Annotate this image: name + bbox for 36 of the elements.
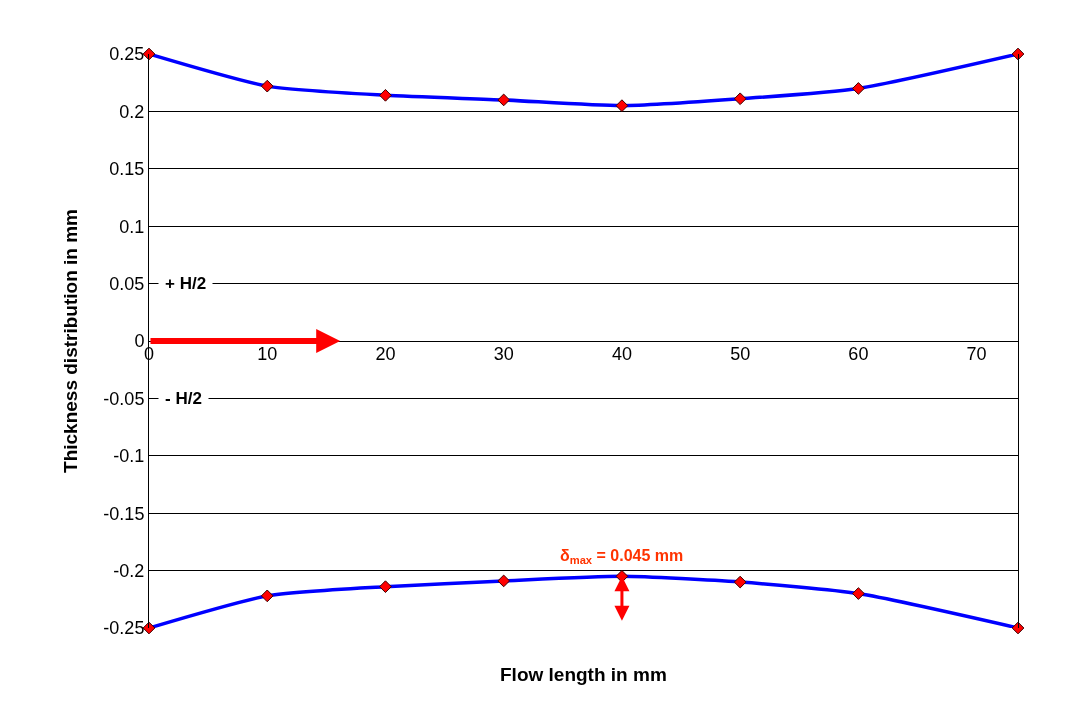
x-axis-title: Flow length in mm — [500, 664, 667, 685]
y-tick-label: -0.25 — [103, 618, 145, 639]
annotation: + H/2 — [165, 274, 207, 293]
y-tick-label: -0.2 — [113, 560, 145, 581]
x-tick-label: 40 — [611, 344, 632, 364]
point — [615, 99, 629, 113]
y-axis-title: Thickness distribution in mm — [60, 209, 82, 473]
x-tick-label: 20 — [375, 344, 396, 364]
point — [260, 79, 274, 93]
point — [852, 82, 865, 95]
y-tick-label: -0.15 — [103, 503, 145, 524]
annotation: δ$_{max}$ = 0.045 mm — [560, 547, 684, 567]
annotation: - H/2 — [165, 389, 202, 408]
y-tick-label: -0.05 — [103, 388, 145, 409]
x-tick-label: 60 — [848, 344, 869, 364]
y-tick-label: 0.15 — [109, 159, 145, 180]
point — [733, 575, 747, 589]
x-tick-label: 70 — [966, 344, 987, 364]
x-tick-label: 30 — [493, 344, 514, 364]
y-tick-label: 0.1 — [119, 216, 145, 237]
y-tick-label: -0.1 — [113, 446, 145, 467]
point — [852, 587, 865, 600]
point — [1011, 621, 1025, 635]
point — [379, 580, 392, 594]
y-tick-label: 0.05 — [109, 273, 145, 294]
point — [379, 88, 392, 102]
x-tick-label: 50 — [730, 344, 751, 364]
x-tick-label: 10 — [257, 344, 278, 364]
point — [260, 589, 274, 603]
point — [733, 92, 747, 106]
point — [1011, 47, 1025, 61]
point — [497, 93, 511, 107]
y-tick-label: 0.25 — [109, 44, 145, 65]
point — [497, 574, 511, 588]
point — [615, 569, 629, 583]
y-tick-label: 0.2 — [119, 101, 145, 122]
